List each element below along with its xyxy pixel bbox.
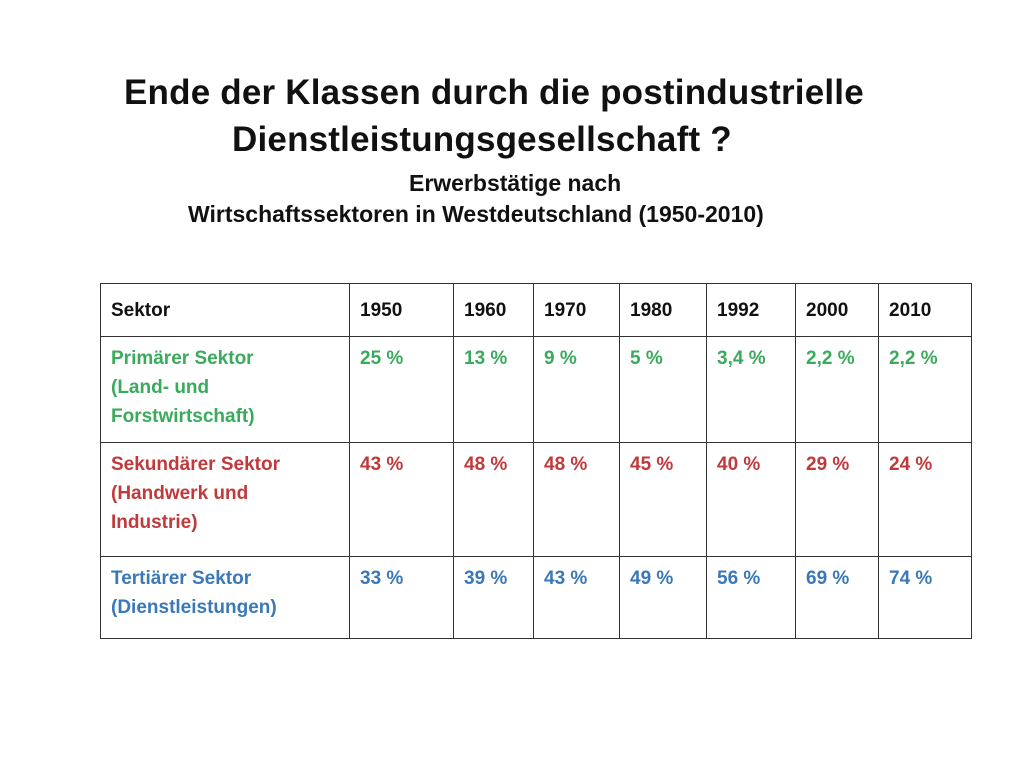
slide-subtitle-line-1: Erwerbstätige nach: [409, 170, 622, 196]
sector-name-cell: Sekundärer Sektor (Handwerk und Industri…: [100, 442, 350, 557]
value-cell: 43 %: [349, 442, 454, 557]
value-cell: 3,4 %: [706, 336, 796, 443]
sector-name-line: (Handwerk und: [111, 483, 249, 504]
sector-name-line: Tertiärer Sektor: [111, 568, 252, 589]
sector-name-line: (Dienstleistungen): [111, 597, 277, 618]
value-cell: 5 %: [619, 336, 707, 443]
sector-name-line: Forstwirtschaft): [111, 406, 255, 427]
value-cell: 33 %: [349, 556, 454, 639]
value-cell: 74 %: [878, 556, 972, 639]
value-cell: 2,2 %: [795, 336, 879, 443]
table-row: Tertiärer Sektor (Dienstleistungen) 33 %…: [100, 556, 972, 639]
sector-employment-table: Sektor 1950 1960 1970 1980 1992 2000 201…: [100, 283, 972, 639]
value-cell: 43 %: [533, 556, 620, 639]
header-cell: 2010: [878, 283, 972, 337]
value-cell: 45 %: [619, 442, 707, 557]
sector-name-cell: Primärer Sektor (Land- und Forstwirtscha…: [100, 336, 350, 443]
value-cell: 39 %: [453, 556, 534, 639]
header-cell: 1980: [619, 283, 707, 337]
sector-name-line: Primärer Sektor: [111, 348, 254, 369]
header-cell: 1970: [533, 283, 620, 337]
sector-name-cell: Tertiärer Sektor (Dienstleistungen): [100, 556, 350, 639]
value-cell: 25 %: [349, 336, 454, 443]
value-cell: 48 %: [453, 442, 534, 557]
value-cell: 24 %: [878, 442, 972, 557]
header-cell: 1992: [706, 283, 796, 337]
table-header-row: Sektor 1950 1960 1970 1980 1992 2000 201…: [100, 283, 972, 337]
value-cell: 40 %: [706, 442, 796, 557]
sector-name-line: Industrie): [111, 512, 198, 533]
header-cell: 1960: [453, 283, 534, 337]
value-cell: 29 %: [795, 442, 879, 557]
sector-name-line: Sekundärer Sektor: [111, 454, 280, 475]
header-cell: Sektor: [100, 283, 350, 337]
table-row: Primärer Sektor (Land- und Forstwirtscha…: [100, 336, 972, 443]
value-cell: 2,2 %: [878, 336, 972, 443]
value-cell: 13 %: [453, 336, 534, 443]
value-cell: 69 %: [795, 556, 879, 639]
table-row: Sekundärer Sektor (Handwerk und Industri…: [100, 442, 972, 557]
value-cell: 9 %: [533, 336, 620, 443]
header-cell: 1950: [349, 283, 454, 337]
slide-title-line-1: Ende der Klassen durch die postindustrie…: [124, 73, 864, 112]
value-cell: 56 %: [706, 556, 796, 639]
value-cell: 48 %: [533, 442, 620, 557]
slide-subtitle-line-2: Wirtschaftssektoren in Westdeutschland (…: [188, 201, 764, 227]
value-cell: 49 %: [619, 556, 707, 639]
sector-name-line: (Land- und: [111, 377, 210, 398]
header-cell: 2000: [795, 283, 879, 337]
slide-title-line-2: Dienstleistungsgesellschaft ?: [232, 120, 732, 159]
